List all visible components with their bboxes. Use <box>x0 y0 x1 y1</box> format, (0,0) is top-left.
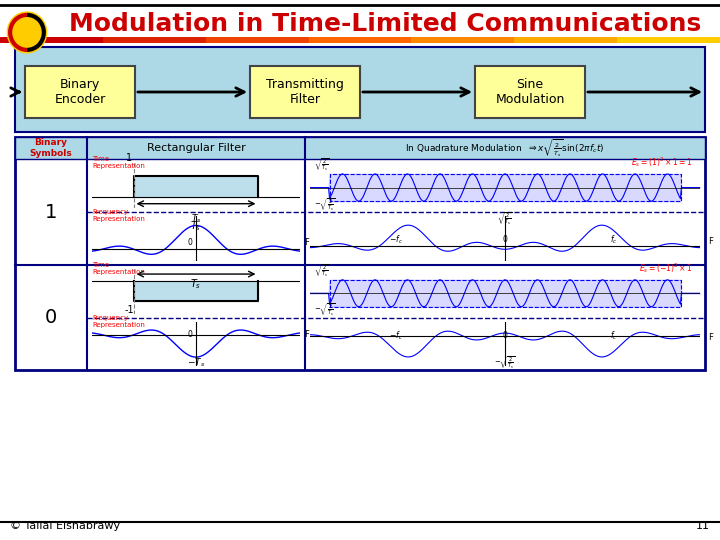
Text: Binary
Symbols: Binary Symbols <box>30 138 73 158</box>
Text: F: F <box>708 237 713 246</box>
Text: $-\sqrt{\frac{2}{T_s}}$: $-\sqrt{\frac{2}{T_s}}$ <box>314 302 336 318</box>
Bar <box>250 66 360 118</box>
Bar <box>475 66 585 118</box>
Text: $-T_s$: $-T_s$ <box>187 356 205 369</box>
Text: $T_s$: $T_s$ <box>190 277 202 291</box>
Bar <box>617 37 720 43</box>
Text: 0: 0 <box>45 308 57 327</box>
Text: F: F <box>304 238 309 247</box>
Text: Transmitting
Filter: Transmitting Filter <box>266 78 344 106</box>
Text: Sine
Modulation: Sine Modulation <box>495 78 564 106</box>
Text: Frequency
Representation: Frequency Representation <box>92 315 145 328</box>
Text: Rectangular Filter: Rectangular Filter <box>147 143 246 153</box>
Text: 0: 0 <box>503 332 508 340</box>
Text: $\sqrt{\frac{2}{T_s}}$: $\sqrt{\frac{2}{T_s}}$ <box>497 211 513 227</box>
Text: $f_c$: $f_c$ <box>611 233 618 246</box>
Text: $f_c$: $f_c$ <box>611 329 618 342</box>
Text: Binary
Encoder: Binary Encoder <box>55 78 106 106</box>
Text: 0: 0 <box>503 235 508 244</box>
Text: 0: 0 <box>187 330 192 339</box>
Bar <box>206 37 310 43</box>
Bar <box>103 37 207 43</box>
Text: F: F <box>304 330 309 339</box>
Circle shape <box>7 12 47 53</box>
Text: $T_s$: $T_s$ <box>191 212 202 225</box>
Text: © Tallal Elshabrawy: © Tallal Elshabrawy <box>10 521 120 531</box>
Text: 1: 1 <box>127 153 132 163</box>
Text: Time
Representation: Time Representation <box>92 262 145 275</box>
Text: $\sqrt{\frac{2}{T_s}}$: $\sqrt{\frac{2}{T_s}}$ <box>314 262 330 279</box>
Text: 11: 11 <box>696 521 710 531</box>
Bar <box>309 37 413 43</box>
Text: F: F <box>708 333 713 342</box>
Text: $-\sqrt{\frac{2}{T_s}}$: $-\sqrt{\frac{2}{T_s}}$ <box>314 197 336 213</box>
Text: Frequency
Representation: Frequency Representation <box>92 210 145 222</box>
Text: 0: 0 <box>187 238 192 247</box>
Text: $E_s=(1)^2\times 1=1$: $E_s=(1)^2\times 1=1$ <box>631 155 692 168</box>
Bar <box>15 137 705 370</box>
Bar <box>15 47 705 132</box>
Text: In Quadrature Modulation  $\Rightarrow x\sqrt{\frac{2}{T_s}}\sin(2\pi f_c t)$: In Quadrature Modulation $\Rightarrow x\… <box>405 138 605 158</box>
Text: $\sqrt{\frac{2}{T_s}}$: $\sqrt{\frac{2}{T_s}}$ <box>314 157 330 173</box>
Bar <box>25 66 135 118</box>
Text: Time
Representation: Time Representation <box>92 157 145 170</box>
Bar <box>0 37 104 43</box>
Text: $T_s$: $T_s$ <box>190 220 202 233</box>
Text: Modulation in Time-Limited Communications: Modulation in Time-Limited Communication… <box>69 12 701 36</box>
Text: $-\sqrt{\frac{2}{T_s}}$: $-\sqrt{\frac{2}{T_s}}$ <box>494 354 516 371</box>
Text: -1: -1 <box>125 305 134 315</box>
Text: $-f_c$: $-f_c$ <box>389 233 402 246</box>
Text: $E_s=(-1)^2\times 1$: $E_s=(-1)^2\times 1$ <box>639 261 692 275</box>
Text: 1: 1 <box>45 202 57 221</box>
Bar <box>411 37 516 43</box>
Text: $-f_c$: $-f_c$ <box>389 329 402 342</box>
Bar <box>514 37 618 43</box>
Bar <box>15 137 705 159</box>
